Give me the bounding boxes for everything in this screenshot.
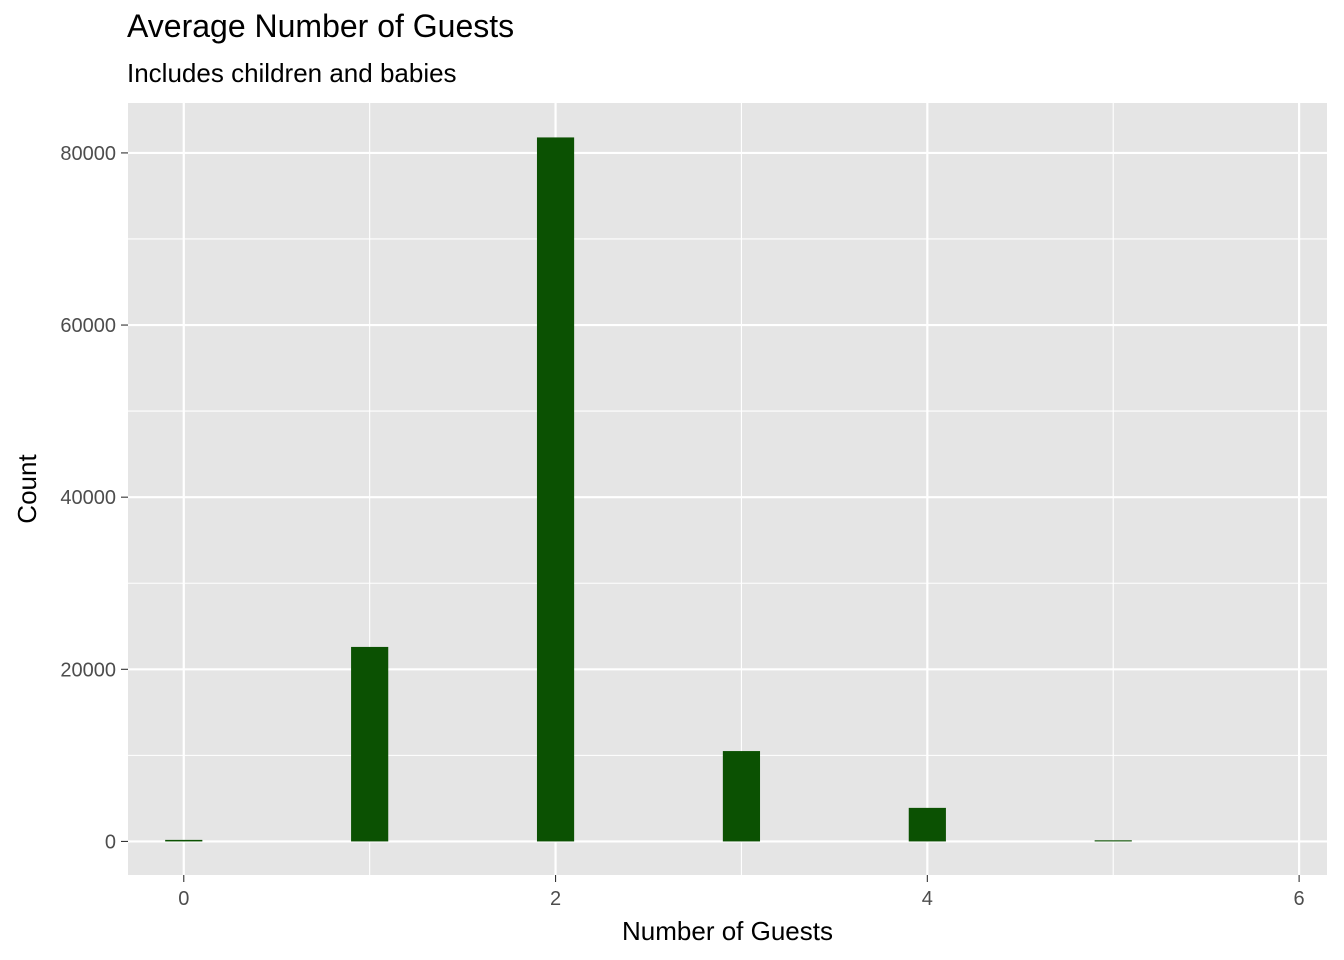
y-axis-title: Count: [12, 454, 42, 524]
x-axis: 0 2 4 6: [178, 875, 1305, 910]
y-tick-label: 0: [105, 831, 116, 853]
y-tick-label: 40000: [60, 487, 116, 509]
bars: [165, 137, 1132, 842]
x-axis-title: Number of Guests: [622, 916, 833, 946]
bar: [536, 137, 575, 842]
chart-subtitle: Includes children and babies: [127, 58, 457, 88]
x-tick-label: 2: [550, 888, 561, 910]
bar: [351, 646, 389, 842]
plot-panel: [128, 103, 1327, 875]
x-tick-label: 6: [1294, 888, 1305, 910]
chart-title: Average Number of Guests: [127, 8, 515, 44]
bar: [908, 807, 946, 842]
x-tick-label: 0: [178, 888, 189, 910]
x-tick-label: 4: [922, 888, 933, 910]
bar: [722, 751, 761, 842]
y-axis: 0 20000 40000 60000 80000: [60, 143, 128, 853]
y-tick-label: 80000: [60, 143, 116, 165]
bar: [1094, 840, 1132, 842]
y-tick-label: 20000: [60, 659, 116, 681]
y-tick-label: 60000: [60, 315, 116, 337]
bar: [165, 839, 203, 842]
